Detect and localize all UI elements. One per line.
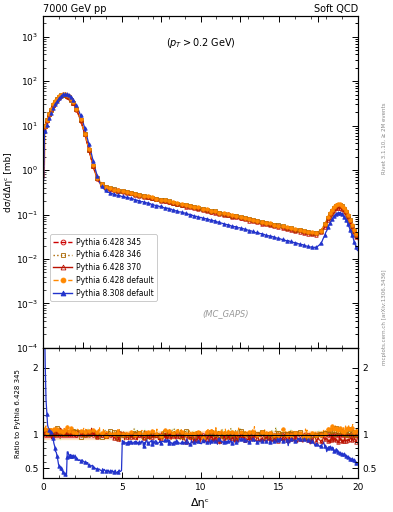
Y-axis label: dσ/dΔηᶜ [mb]: dσ/dΔηᶜ [mb] (4, 152, 13, 211)
Text: mcplots.cern.ch [arXiv:1306.3436]: mcplots.cern.ch [arXiv:1306.3436] (382, 270, 387, 365)
Text: Soft QCD: Soft QCD (314, 4, 358, 14)
Legend: Pythia 6.428 345, Pythia 6.428 346, Pythia 6.428 370, Pythia 6.428 default, Pyth: Pythia 6.428 345, Pythia 6.428 346, Pyth… (50, 234, 157, 301)
Y-axis label: Ratio to Pythia 6.428 345: Ratio to Pythia 6.428 345 (15, 369, 21, 458)
Text: $(p_T > 0.2\ \mathrm{GeV})$: $(p_T > 0.2\ \mathrm{GeV})$ (166, 35, 235, 50)
Text: 7000 GeV pp: 7000 GeV pp (43, 4, 107, 14)
X-axis label: Δηᶜ: Δηᶜ (191, 498, 210, 508)
Text: Rivet 3.1.10, ≥ 2M events: Rivet 3.1.10, ≥ 2M events (382, 102, 387, 174)
Text: (MC_GAPS): (MC_GAPS) (202, 309, 249, 318)
